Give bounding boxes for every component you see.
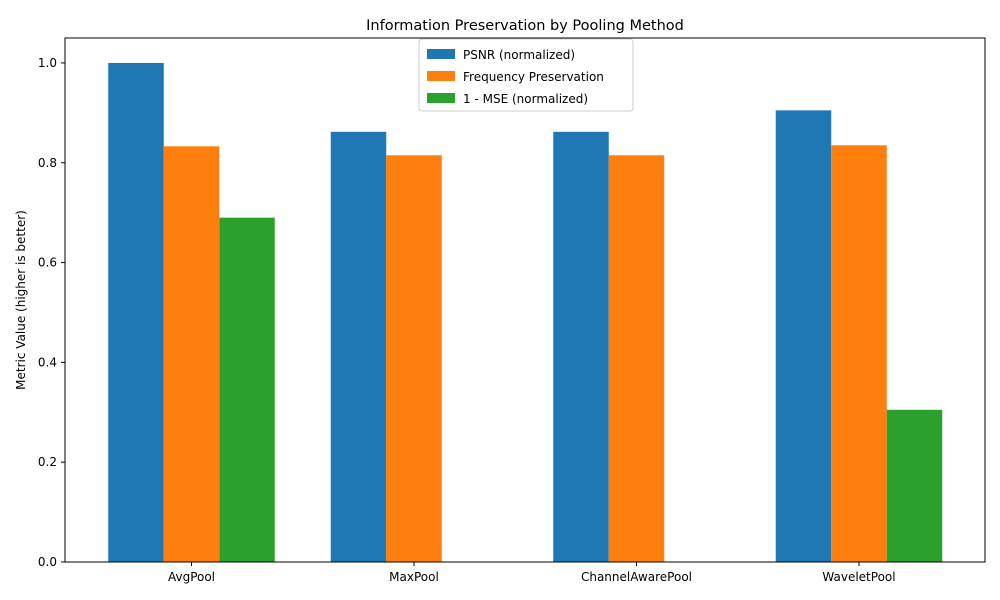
legend-box xyxy=(418,38,634,112)
bar-psnr-normalized--waveletpool xyxy=(775,110,832,562)
legend: PSNR (normalized) Frequency Preservation 1… xyxy=(418,38,634,112)
x-tick-label-channelawarepool: ChannelAwarePool xyxy=(581,570,692,584)
y-tick-label: 0.0 xyxy=(38,555,57,569)
x-tick-label-maxpool: MaxPool xyxy=(389,570,439,584)
bar-psnr-normalized--maxpool xyxy=(330,131,387,562)
bar-frequency-preservation-channelawarepool xyxy=(608,155,665,562)
x-axis-ticks: AvgPool MaxPool ChannelAwarePool WaveletPoo… xyxy=(168,562,896,584)
legend-swatch xyxy=(427,71,455,81)
bar-1-mse-normalized--waveletpool xyxy=(886,409,943,562)
bar-frequency-preservation-maxpool xyxy=(386,155,442,562)
x-tick-label-avgpool: AvgPool xyxy=(168,570,215,584)
chart-title: Information Preservation by Pooling Meth… xyxy=(366,18,684,34)
x-tick-label-waveletpool: WaveletPool xyxy=(822,570,895,584)
y-tick-label: 1.0 xyxy=(38,56,57,70)
y-tick-label: 0.2 xyxy=(38,455,57,469)
bar-1-mse-normalized--avgpool xyxy=(219,217,275,562)
bars-group xyxy=(108,62,943,563)
bar-frequency-preservation-waveletpool xyxy=(831,145,887,563)
y-axis-title: Metric Value (higher is better) xyxy=(14,210,28,390)
legend-swatch xyxy=(427,93,455,103)
y-tick-label: 0.4 xyxy=(38,355,57,369)
legend-label: PSNR (normalized) xyxy=(463,48,575,62)
bar-psnr-normalized--channelawarepool xyxy=(553,131,609,562)
bar-psnr-normalized--avgpool xyxy=(108,62,164,562)
legend-label: 1 - MSE (normalized) xyxy=(463,92,588,106)
bar-frequency-preservation-avgpool xyxy=(163,146,220,562)
legend-label: Frequency Preservation xyxy=(463,70,604,84)
legend-swatch xyxy=(427,49,455,59)
y-axis-ticks: 0.0 0.2 0.4 0.6 0.8 1.0 xyxy=(38,56,65,569)
y-tick-label: 0.8 xyxy=(38,156,57,170)
y-tick-label: 0.6 xyxy=(38,256,57,270)
plot-frame xyxy=(64,37,986,563)
